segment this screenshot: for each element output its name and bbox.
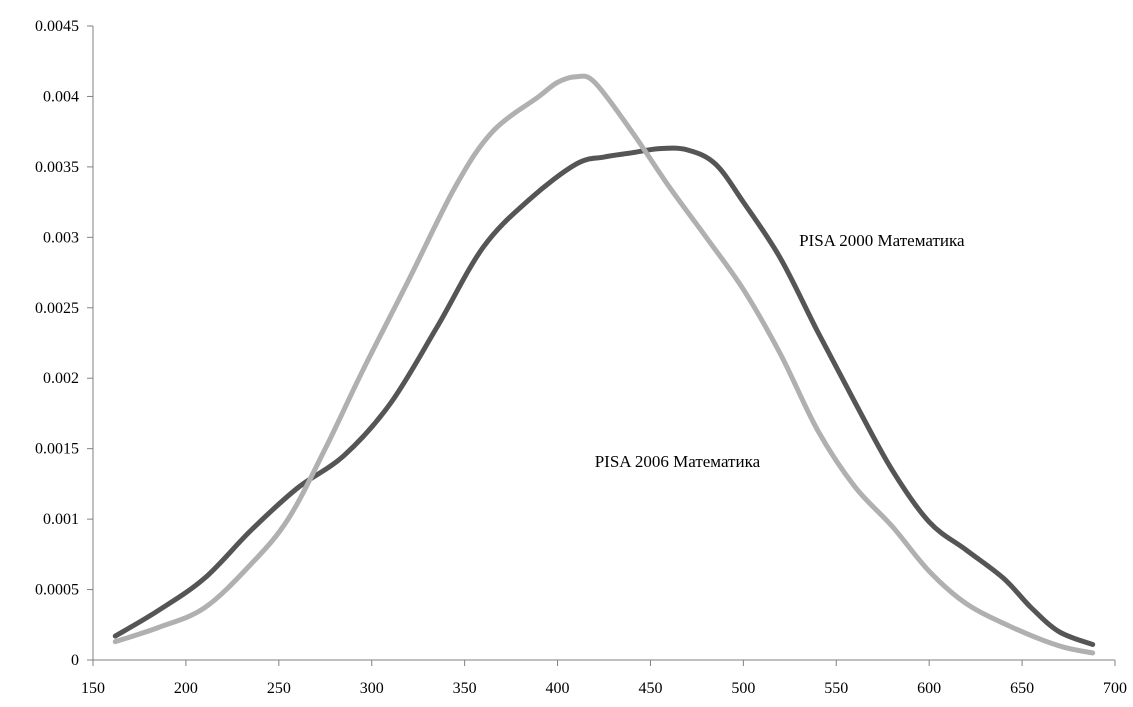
- x-tick-label: 300: [360, 680, 384, 697]
- x-tick-label: 700: [1103, 680, 1127, 697]
- x-tick-label: 150: [81, 680, 105, 697]
- y-tick-label: 0.0015: [35, 441, 79, 458]
- y-tick-label: 0: [71, 652, 79, 669]
- x-tick-label: 550: [824, 680, 848, 697]
- y-tick-label: 0.0005: [35, 582, 79, 599]
- x-tick-label: 600: [917, 680, 941, 697]
- annotation-label: PISA 2006 Математика: [595, 452, 761, 471]
- y-tick-label: 0.0045: [35, 18, 79, 35]
- series-line-pisa-2000: [112, 145, 1096, 647]
- y-tick-label: 0.004: [43, 88, 79, 105]
- x-tick-label: 500: [731, 680, 755, 697]
- series-group: [112, 73, 1096, 656]
- x-ticks: 150 200 250 300 350 400 450 500 550 600 650 700: [81, 660, 1127, 697]
- annotation-label: PISA 2000 Математика: [799, 231, 965, 250]
- y-tick-label: 0.002: [43, 370, 79, 387]
- x-tick-label: 250: [267, 680, 291, 697]
- axes: [92, 26, 1115, 661]
- x-tick-label: 650: [1010, 680, 1034, 697]
- y-ticks: 0 0.0005 0.001 0.0015 0.002 0.0025 0.003 0.0035…: [35, 18, 93, 669]
- y-tick-label: 0.001: [43, 511, 79, 528]
- y-tick-label: 0.0035: [35, 159, 79, 176]
- series-line-pisa-2006: [112, 73, 1096, 656]
- y-tick-label: 0.0025: [35, 300, 79, 317]
- x-tick-label: 350: [453, 680, 477, 697]
- x-tick-label: 450: [638, 680, 662, 697]
- x-tick-label: 200: [174, 680, 198, 697]
- annotations: PISA 2000 Математика PISA 2006 Математика: [595, 231, 965, 471]
- x-tick-label: 400: [546, 680, 570, 697]
- y-tick-label: 0.003: [43, 229, 79, 246]
